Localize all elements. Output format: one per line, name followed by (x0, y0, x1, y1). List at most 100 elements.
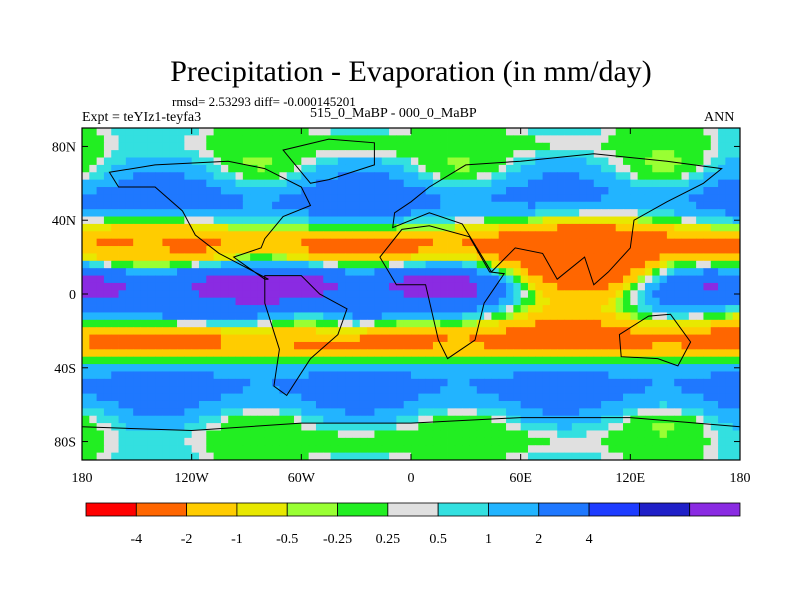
field-cell (162, 150, 171, 158)
field-cell (140, 334, 149, 343)
field-cell (491, 253, 500, 262)
field-cell (411, 282, 419, 291)
field-cell (352, 437, 361, 446)
field-cell (198, 393, 207, 402)
field-cell (250, 319, 258, 328)
field-cell (140, 327, 149, 335)
field-cell (389, 386, 397, 394)
field-cell (228, 305, 236, 313)
field-cell (527, 216, 536, 225)
field-cell (177, 238, 185, 247)
field-cell (688, 327, 697, 335)
field-cell (703, 445, 712, 454)
field-cell (666, 408, 675, 417)
field-cell (542, 378, 551, 387)
field-cell (637, 334, 646, 343)
field-cell (169, 246, 178, 254)
field-cell (89, 445, 98, 454)
field-cell (681, 187, 690, 195)
field-cell (608, 135, 617, 144)
field-cell (688, 349, 697, 358)
field-cell (308, 142, 317, 151)
field-cell (155, 400, 163, 409)
field-cell (659, 430, 668, 439)
field-cell (703, 246, 712, 254)
field-cell (542, 209, 551, 217)
field-cell (352, 275, 361, 284)
field-cell (242, 378, 251, 387)
field-cell (242, 386, 251, 394)
field-cell (272, 282, 280, 291)
field-cell (557, 415, 565, 424)
field-cell (213, 386, 222, 394)
field-cell (579, 327, 587, 335)
field-cell (133, 164, 141, 173)
field-cell (674, 349, 682, 358)
field-cell (440, 253, 448, 262)
field-cell (352, 223, 361, 232)
field-cell (637, 393, 646, 402)
field-cell (220, 135, 229, 144)
field-cell (89, 437, 98, 446)
field-cell (476, 423, 485, 431)
field-cell (476, 430, 485, 439)
field-cell (447, 238, 456, 247)
field-cell (111, 445, 119, 454)
field-cell (389, 334, 397, 343)
field-cell (96, 164, 105, 173)
field-cell (235, 305, 244, 313)
field-cell (359, 246, 368, 254)
field-cell (220, 246, 229, 254)
field-cell (652, 423, 660, 431)
field-cell (389, 172, 397, 181)
field-cell (725, 128, 734, 136)
field-cell (535, 400, 543, 409)
field-cell (674, 305, 682, 313)
field-cell (198, 297, 207, 306)
field-cell (432, 341, 441, 350)
field-cell (272, 223, 280, 232)
field-cell (213, 334, 222, 343)
field-cell (688, 312, 697, 321)
field-cell (257, 393, 266, 402)
field-cell (586, 135, 595, 144)
field-cell (644, 341, 653, 350)
field-cell (308, 364, 317, 372)
field-cell (337, 216, 346, 225)
field-cell (652, 142, 660, 151)
field-cell (345, 297, 353, 306)
field-cell (579, 238, 587, 247)
field-cell (454, 319, 463, 328)
field-cell (389, 260, 397, 269)
field-cell (206, 172, 214, 181)
field-cell (601, 341, 609, 350)
field-cell (411, 150, 419, 158)
field-cell (491, 246, 500, 254)
field-cell (579, 349, 587, 358)
field-cell (235, 164, 244, 173)
field-cell (337, 312, 346, 321)
field-cell (330, 290, 339, 299)
field-cell (257, 253, 266, 262)
field-cell (220, 290, 229, 299)
field-cell (103, 386, 112, 394)
field-cell (557, 356, 565, 365)
field-cell (527, 393, 536, 402)
field-cell (557, 393, 565, 402)
field-cell (367, 356, 375, 365)
field-cell (652, 290, 660, 299)
field-cell (82, 334, 90, 343)
field-cell (520, 172, 529, 181)
field-cell (242, 223, 251, 232)
field-cell (323, 290, 331, 299)
field-cell (615, 312, 624, 321)
field-cell (425, 201, 434, 210)
field-cell (520, 150, 529, 158)
field-cell (286, 452, 295, 461)
field-cell (725, 341, 734, 350)
field-cell (498, 452, 507, 461)
field-cell (403, 423, 412, 431)
field-cell (403, 364, 412, 372)
field-cell (111, 356, 119, 365)
field-cell (615, 128, 624, 136)
